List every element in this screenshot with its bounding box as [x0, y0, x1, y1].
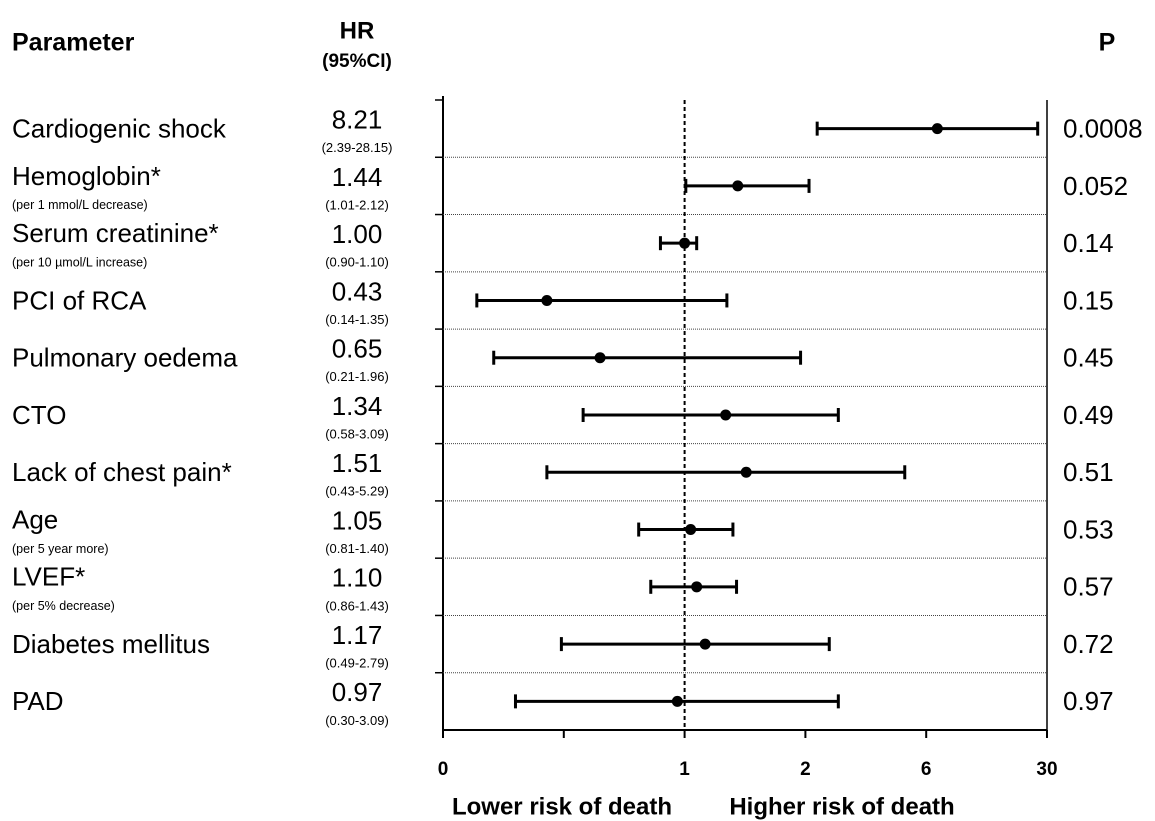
hr-value: 1.44 — [332, 162, 383, 192]
hr-point — [720, 409, 732, 421]
parameter-label: Cardiogenic shock — [12, 114, 227, 144]
parameter-label: LVEF* — [12, 562, 85, 592]
parameter-label: Hemoglobin* — [12, 161, 161, 191]
x-tick-label: 2 — [800, 759, 811, 780]
hr-ci: (0.14-1.35) — [325, 312, 389, 327]
parameter-sublabel: (per 5 year more) — [12, 542, 109, 556]
hr-value: 8.21 — [332, 105, 383, 135]
hr-ci: (0.58-3.09) — [325, 426, 389, 441]
x-tick-label: 0 — [438, 759, 449, 780]
hr-point — [594, 352, 606, 364]
p-value: 0.45 — [1063, 343, 1114, 373]
hr-point — [541, 294, 553, 306]
hr-ci: (0.21-1.96) — [325, 369, 389, 384]
p-value: 0.15 — [1063, 285, 1114, 315]
p-value: 0.97 — [1063, 686, 1114, 716]
x-label-right: Higher risk of death — [729, 793, 954, 820]
hr-value: 0.65 — [332, 334, 383, 364]
p-value: 0.57 — [1063, 572, 1114, 602]
hr-value: 1.17 — [332, 620, 383, 650]
hr-point — [679, 237, 691, 249]
x-tick-label: 1 — [679, 759, 690, 780]
parameter-label: CTO — [12, 400, 66, 430]
parameter-sublabel: (per 5% decrease) — [12, 599, 115, 613]
p-value: 0.052 — [1063, 171, 1128, 201]
header-p: P — [1099, 29, 1116, 57]
header-hr: HR — [340, 17, 375, 44]
x-tick-label: 6 — [921, 759, 932, 780]
hr-point — [691, 581, 703, 593]
hr-ci: (0.86-1.43) — [325, 598, 389, 613]
p-value: 0.72 — [1063, 629, 1114, 659]
hr-point — [671, 695, 683, 707]
parameter-label: Diabetes mellitus — [12, 629, 210, 659]
p-value: 0.14 — [1063, 228, 1114, 258]
hr-ci: (0.30-3.09) — [325, 713, 389, 728]
parameter-label: Serum creatinine* — [12, 218, 219, 248]
hr-value: 0.97 — [332, 677, 383, 707]
hr-ci: (0.81-1.40) — [325, 541, 389, 556]
hr-ci: (2.39-28.15) — [322, 140, 393, 155]
parameter-sublabel: (per 10 µmol/L increase) — [12, 255, 147, 269]
hr-value: 0.43 — [332, 276, 383, 306]
x-label-left: Lower risk of death — [452, 793, 672, 820]
p-value: 0.53 — [1063, 514, 1114, 544]
hr-value: 1.00 — [332, 219, 383, 249]
parameter-label: Age — [12, 504, 58, 534]
p-value: 0.0008 — [1063, 114, 1143, 144]
hr-ci: (1.01-2.12) — [325, 197, 389, 212]
hr-value: 1.05 — [332, 505, 383, 535]
hr-point — [931, 123, 943, 135]
hr-value: 1.10 — [332, 563, 383, 593]
parameter-label: Lack of chest pain* — [12, 457, 232, 487]
hr-point — [732, 180, 744, 192]
parameter-label: PCI of RCA — [12, 285, 147, 315]
hr-point — [685, 524, 697, 536]
hr-point — [699, 638, 711, 650]
parameter-label: PAD — [12, 686, 64, 716]
hr-ci: (0.49-2.79) — [325, 656, 389, 671]
p-value: 0.51 — [1063, 457, 1114, 487]
hr-ci: (0.90-1.10) — [325, 255, 389, 270]
hr-value: 1.34 — [332, 391, 383, 421]
x-tick-label: 30 — [1036, 759, 1057, 780]
hr-ci: (0.43-5.29) — [325, 484, 389, 499]
header-ci: (95%CI) — [322, 51, 392, 72]
parameter-label: Pulmonary oedema — [12, 343, 238, 373]
p-value: 0.49 — [1063, 400, 1114, 430]
header-parameter: Parameter — [12, 29, 135, 57]
parameter-sublabel: (per 1 mmol/L decrease) — [12, 198, 148, 212]
hr-point — [740, 466, 752, 478]
hr-value: 1.51 — [332, 448, 383, 478]
